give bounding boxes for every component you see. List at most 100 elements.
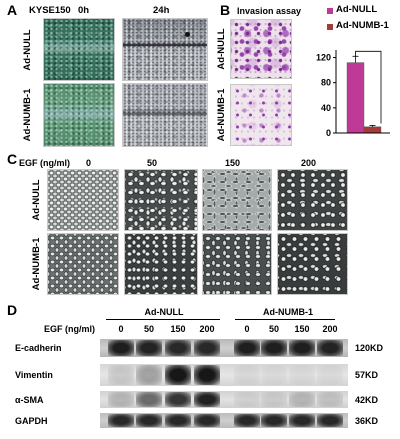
band-alpha-sma-lane-3 bbox=[165, 392, 191, 407]
bar-ad-numb-1 bbox=[363, 126, 382, 134]
morphology-image-ad-numb-1-egf-150 bbox=[202, 233, 272, 295]
group-label-ad-null: Ad-NULL bbox=[144, 307, 184, 317]
band-vimentin-lane-7 bbox=[289, 365, 315, 385]
y-tick-label: 0 bbox=[326, 128, 331, 138]
panel-label-c: C bbox=[7, 151, 18, 167]
band-vimentin-lane-5 bbox=[234, 365, 260, 385]
band-e-cadherin-lane-4 bbox=[194, 340, 220, 356]
dose-label-200: 200 bbox=[301, 158, 317, 168]
legend-swatch-ad-numb-1 bbox=[327, 24, 333, 30]
egf-label-d: EGF (ng/ml) bbox=[44, 324, 95, 334]
band-vimentin-lane-2 bbox=[136, 365, 162, 385]
lane-label-5: 0 bbox=[244, 324, 250, 334]
band-gapdh-lane-2 bbox=[136, 413, 162, 428]
group-rule-ad-numb-1 bbox=[235, 319, 335, 320]
wound-image-ad-null-24h bbox=[122, 18, 208, 81]
band-vimentin-lane-8 bbox=[317, 365, 343, 385]
morphology-image-ad-numb-1-egf-0 bbox=[47, 233, 119, 295]
lane-label-2: 50 bbox=[143, 324, 155, 334]
blot-label-gapdh: GAPDH bbox=[15, 416, 48, 426]
blot-size-vimentin: 57KD bbox=[355, 370, 379, 380]
lane-label-4: 200 bbox=[199, 324, 215, 334]
band-alpha-sma-lane-7 bbox=[289, 392, 315, 407]
dose-label-0: 0 bbox=[86, 158, 92, 168]
morphology-image-ad-null-egf-200 bbox=[277, 169, 348, 231]
wound-image-ad-numb-1-24h bbox=[122, 83, 208, 147]
significance-bracket bbox=[355, 50, 382, 124]
band-e-cadherin-lane-7 bbox=[289, 340, 315, 356]
invasion-image-ad-null bbox=[230, 19, 292, 79]
blot-size-gapdh: 36KD bbox=[355, 416, 379, 426]
lane-label-7: 150 bbox=[294, 324, 310, 334]
morphology-image-ad-null-egf-50 bbox=[124, 169, 198, 231]
y-tick-label: 40 bbox=[321, 103, 331, 113]
morphology-image-ad-numb-1-egf-200 bbox=[277, 233, 348, 295]
wound-image-ad-numb-1-0h bbox=[43, 83, 115, 147]
dose-label-150: 150 bbox=[225, 158, 241, 168]
blot-strip-gapdh bbox=[100, 413, 348, 428]
legend-label-ad-null: Ad-NULL bbox=[336, 4, 378, 15]
morphology-image-ad-null-egf-0 bbox=[47, 169, 119, 231]
y-tick-label: 80 bbox=[321, 78, 331, 88]
cell-line-label: KYSE150 bbox=[29, 5, 71, 16]
legend-swatch-ad-null bbox=[327, 8, 333, 14]
band-vimentin-lane-3 bbox=[165, 365, 191, 385]
row-label-b-ad-null: Ad-NULL bbox=[216, 28, 227, 70]
band-vimentin-lane-4 bbox=[194, 365, 220, 385]
band-gapdh-lane-5 bbox=[234, 413, 260, 428]
invasion-bar-chart: 0 40 80 120 bbox=[316, 50, 390, 138]
band-e-cadherin-lane-8 bbox=[317, 340, 343, 356]
band-e-cadherin-lane-2 bbox=[136, 340, 162, 356]
blot-label-vimentin: Vimentin bbox=[15, 370, 53, 380]
invasion-image-ad-numb-1 bbox=[230, 84, 292, 146]
band-alpha-sma-lane-4 bbox=[194, 392, 220, 407]
bar-ad-null bbox=[346, 62, 365, 134]
band-gapdh-lane-7 bbox=[289, 413, 315, 428]
legend-label-ad-numb-1: Ad-NUMB-1 bbox=[336, 20, 389, 31]
y-tick-label: 120 bbox=[316, 53, 331, 63]
band-gapdh-lane-6 bbox=[261, 413, 287, 428]
blot-strip-alpha-sma bbox=[100, 391, 348, 408]
panel-label-a: A bbox=[7, 2, 18, 18]
lane-label-3: 150 bbox=[170, 324, 186, 334]
dose-label-50: 50 bbox=[147, 158, 158, 168]
blot-size-e-cadherin: 120KD bbox=[355, 343, 384, 353]
morphology-image-ad-null-egf-150 bbox=[202, 169, 272, 231]
band-e-cadherin-lane-6 bbox=[261, 340, 287, 356]
wound-image-ad-null-0h bbox=[43, 18, 115, 81]
row-label-a-ad-numb-1: Ad-NUMB-1 bbox=[22, 88, 33, 142]
band-alpha-sma-lane-2 bbox=[136, 392, 162, 407]
blot-label-e-cadherin: E-cadherin bbox=[15, 343, 62, 353]
row-label-a-ad-null: Ad-NULL bbox=[22, 29, 33, 71]
band-alpha-sma-lane-5 bbox=[234, 392, 260, 407]
timepoint-label-24h: 24h bbox=[153, 5, 170, 16]
lane-label-8: 200 bbox=[322, 324, 338, 334]
band-e-cadherin-lane-3 bbox=[165, 340, 191, 356]
band-e-cadherin-lane-1 bbox=[108, 340, 134, 356]
egf-label-c: EGF (ng/ml) bbox=[19, 158, 70, 168]
band-e-cadherin-lane-5 bbox=[234, 340, 260, 356]
timepoint-label-0h: 0h bbox=[78, 5, 90, 16]
band-alpha-sma-lane-1 bbox=[108, 392, 134, 407]
blot-strip-e-cadherin bbox=[100, 339, 348, 357]
band-gapdh-lane-1 bbox=[108, 413, 134, 428]
lane-label-6: 50 bbox=[268, 324, 280, 334]
panel-label-b: B bbox=[220, 2, 231, 18]
panel-label-d: D bbox=[7, 302, 18, 318]
band-alpha-sma-lane-6 bbox=[261, 392, 287, 407]
band-vimentin-lane-6 bbox=[261, 365, 287, 385]
invasion-assay-title: Invasion assay bbox=[237, 6, 302, 16]
band-gapdh-lane-4 bbox=[194, 413, 220, 428]
band-alpha-sma-lane-8 bbox=[317, 392, 343, 407]
row-label-b-ad-numb-1: Ad-NUMB-1 bbox=[216, 88, 227, 142]
row-label-c-ad-null: Ad-NULL bbox=[31, 179, 42, 221]
blot-label-alpha-sma: α-SMA bbox=[15, 395, 44, 405]
morphology-image-ad-numb-1-egf-50 bbox=[124, 233, 198, 295]
lane-label-1: 0 bbox=[118, 324, 124, 334]
row-label-c-ad-numb-1: Ad-NUMB-1 bbox=[31, 237, 42, 291]
band-gapdh-lane-3 bbox=[165, 413, 191, 428]
blot-strip-vimentin bbox=[100, 364, 348, 386]
band-gapdh-lane-8 bbox=[317, 413, 343, 428]
group-rule-ad-null bbox=[106, 319, 220, 320]
